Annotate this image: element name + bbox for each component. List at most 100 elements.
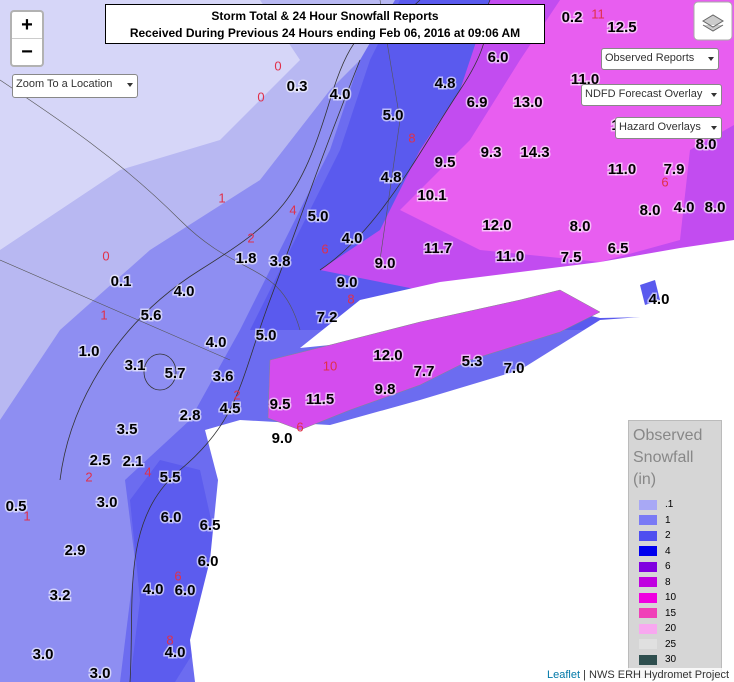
leaflet-link[interactable]: Leaflet bbox=[547, 669, 581, 681]
legend-label: .1 bbox=[665, 499, 674, 511]
snowfall-report: 3.0 bbox=[33, 646, 54, 663]
snowfall-report: 9.5 bbox=[435, 154, 456, 171]
snow-band-trace bbox=[0, 0, 300, 250]
legend-swatch bbox=[639, 654, 657, 665]
zoom-in[interactable]: + bbox=[12, 12, 42, 39]
snowfall-report: 0.1 bbox=[111, 273, 132, 290]
snowfall-report: 0.3 bbox=[287, 78, 308, 95]
legend-item: 30 bbox=[633, 652, 717, 668]
snowfall-report: 4.0 bbox=[649, 291, 670, 308]
legend-label: 8 bbox=[665, 576, 671, 588]
contour-label: 1 bbox=[100, 307, 107, 322]
contour-label: 4 bbox=[144, 464, 151, 479]
observed-dropdown[interactable]: Observed Reports bbox=[601, 48, 719, 70]
legend-item: 6 bbox=[633, 559, 717, 575]
contour-label: 8 bbox=[166, 632, 173, 647]
layers-button[interactable] bbox=[693, 1, 733, 41]
contour-line bbox=[143, 353, 177, 391]
snowfall-report: 6.5 bbox=[200, 517, 221, 534]
contour-label: 1 bbox=[23, 508, 30, 523]
snowfall-report: 5.0 bbox=[308, 208, 329, 225]
state-border bbox=[0, 79, 301, 331]
snowfall-report: 3.8 bbox=[270, 253, 291, 270]
legend-label: 1 bbox=[665, 514, 671, 526]
contour-label: 2 bbox=[233, 387, 240, 402]
snowfall-report: 5.0 bbox=[383, 107, 404, 124]
legend-item: 10 bbox=[633, 590, 717, 606]
legend-item: 15 bbox=[633, 606, 717, 622]
legend-swatch bbox=[639, 623, 657, 634]
contour-label: 4 bbox=[289, 202, 296, 217]
snowfall-report: 7.9 bbox=[664, 161, 685, 178]
legend: Observed Snowfall (in) .1 1 2 4 6 8 10 15 20 25 30 bbox=[628, 420, 722, 678]
snowfall-report: 13.0 bbox=[513, 94, 542, 111]
snowfall-report: 9.3 bbox=[481, 144, 502, 161]
snowfall-report: 4.0 bbox=[143, 581, 164, 598]
snowfall-report: 9.0 bbox=[337, 274, 358, 291]
snowfall-report: 4.0 bbox=[330, 86, 351, 103]
attribution-text: | NWS ERH Hydromet Project bbox=[583, 669, 729, 681]
contour-label: 0 bbox=[102, 248, 109, 263]
zoom-out[interactable]: − bbox=[21, 41, 33, 63]
layers-icon bbox=[702, 14, 724, 32]
snowfall-report: 4.0 bbox=[206, 334, 227, 351]
snowfall-report: 6.5 bbox=[608, 240, 629, 257]
long-island bbox=[267, 289, 601, 431]
contour-line bbox=[129, 59, 361, 682]
snowfall-report: 3.5 bbox=[117, 421, 138, 438]
title-line: Storm Total & 24 Hour Snowfall Reports bbox=[211, 9, 439, 23]
snowfall-report: 6.0 bbox=[198, 553, 219, 570]
snowfall-report: 12.0 bbox=[482, 217, 511, 234]
contour-label: 6 bbox=[661, 174, 668, 189]
snowfall-report: 7.2 bbox=[317, 309, 338, 326]
legend-label: 10 bbox=[665, 592, 677, 604]
contour-label: 6 bbox=[296, 419, 303, 434]
long-island-sound bbox=[300, 240, 734, 348]
legend-item: 20 bbox=[633, 621, 717, 637]
snowfall-report: 10.1 bbox=[417, 187, 446, 204]
legend-label: 15 bbox=[665, 607, 677, 619]
snowfall-report: 5.7 bbox=[165, 365, 186, 382]
snowfall-report: 2.8 bbox=[180, 407, 201, 424]
snowfall-report: 7.7 bbox=[414, 363, 435, 380]
legend-swatch bbox=[639, 561, 657, 572]
snowfall-report: 3.0 bbox=[97, 494, 118, 511]
legend-item: 2 bbox=[633, 528, 717, 544]
snowfall-report: 9.5 bbox=[270, 396, 291, 413]
snowfall-report: 4.0 bbox=[174, 283, 195, 300]
contour-label: 8 bbox=[408, 130, 415, 145]
snowfall-report: 4.5 bbox=[220, 400, 241, 417]
snowfall-report: 3.0 bbox=[90, 665, 111, 682]
snowfall-report: 3.1 bbox=[125, 357, 146, 374]
legend-label: 25 bbox=[665, 638, 677, 650]
contour-label: 8 bbox=[347, 291, 354, 306]
snowfall-report: 4.0 bbox=[165, 644, 186, 661]
snowfall-report: 7.5 bbox=[561, 249, 582, 266]
contour-label: 1 bbox=[218, 190, 225, 205]
legend-item: 8 bbox=[633, 575, 717, 591]
legend-swatch bbox=[639, 592, 657, 603]
snowfall-report: 14.3 bbox=[520, 144, 549, 161]
snowfall-report: 6.0 bbox=[175, 582, 196, 599]
contour-label: 6 bbox=[321, 241, 328, 256]
legend-label: 2 bbox=[665, 530, 671, 542]
ndfd-dropdown[interactable]: NDFD Forecast Overlay bbox=[581, 84, 722, 106]
snowfall-report: 0.2 bbox=[562, 9, 583, 26]
legend-swatch bbox=[639, 530, 657, 541]
snowfall-report: 6.9 bbox=[467, 94, 488, 111]
snowfall-report: 5.0 bbox=[256, 327, 277, 344]
contour-label: 10 bbox=[323, 358, 337, 373]
contour-label: 6 bbox=[174, 568, 181, 583]
attribution: Leaflet | NWS ERH Hydromet Project bbox=[542, 668, 734, 682]
snowfall-report: 8.0 bbox=[705, 199, 726, 216]
legend-swatch bbox=[639, 577, 657, 588]
legend-swatch bbox=[639, 639, 657, 650]
snowfall-report: 6.0 bbox=[488, 49, 509, 66]
location-dropdown[interactable]: Zoom To a Location bbox=[12, 74, 138, 98]
hazard-dropdown[interactable]: Hazard Overlays bbox=[615, 117, 722, 139]
legend-title: Snowfall (in) bbox=[633, 449, 694, 488]
state-border bbox=[0, 259, 231, 361]
snowfall-report: 4.0 bbox=[674, 199, 695, 216]
